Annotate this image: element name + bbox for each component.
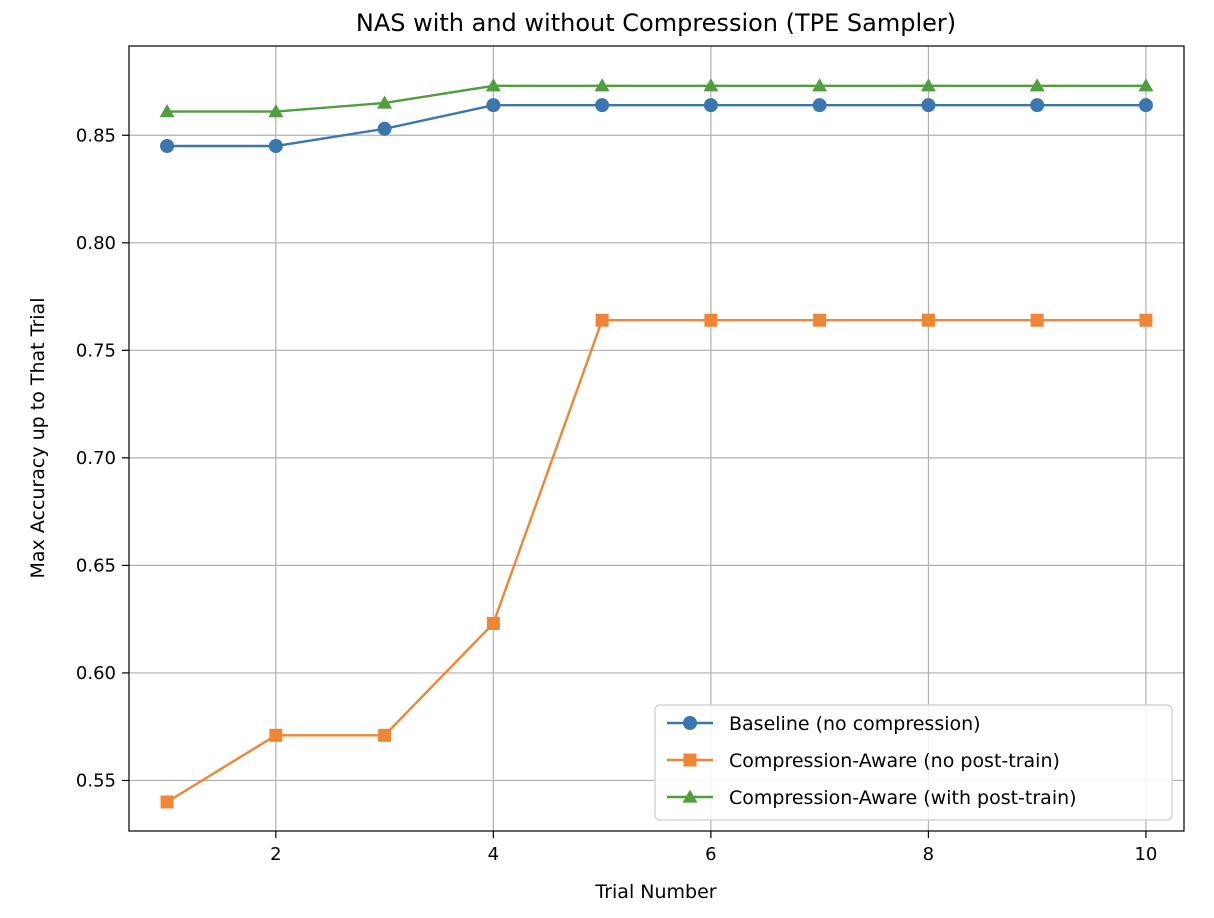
series-3-point [377,95,393,109]
series-3-point [159,104,175,118]
series-2-point [486,616,500,630]
series-2-point [704,313,718,327]
legend-swatch-marker [682,789,698,803]
series-2-point [813,313,827,327]
series-2-point [595,313,609,327]
series-3 [159,78,1154,118]
series-3-point [1029,78,1045,92]
series-1-point [812,98,827,113]
legend-item: Compression-Aware (with post-train) [667,787,1077,809]
x-axis-label: Trial Number [594,881,716,903]
series-1-point [703,98,718,113]
series-1-point [1138,98,1153,113]
series-1-point [377,121,392,136]
series-layer [159,78,1154,809]
series-1-point [921,98,936,113]
axis-ticks: 2 4 6 8 10 0.55 0.60 0.65 0.70 0.75 0.80 0.85 [76,125,1157,865]
series-3-point [703,78,719,92]
series-1-point [595,98,610,113]
chart-title: NAS with and without Compression (TPE Sa… [356,9,956,37]
x-tick-label: 10 [1134,844,1157,865]
y-tick-label: 0.85 [76,125,116,146]
series-3-point [1138,78,1154,92]
x-tick-label: 2 [270,844,281,865]
series-3-point [594,78,610,92]
x-tick-label: 4 [488,844,499,865]
plot-frame [128,45,1185,832]
y-tick-label: 0.60 [76,663,116,684]
series-3-point [268,104,284,118]
series-1-point [1030,98,1045,113]
series-2-point [921,313,935,327]
series-1-line [167,103,1146,148]
legend-label: Compression-Aware (no post-train) [729,750,1060,772]
series-3-point [920,78,936,92]
legend-item: Baseline (no compression) [667,713,981,735]
series-1-point [486,98,501,113]
series-2-point [269,728,283,742]
y-tick-label: 0.65 [76,555,116,576]
legend: Baseline (no compression) Compression-Awa… [654,704,1173,821]
x-tick-label: 8 [923,844,934,865]
series-1-point [268,139,283,154]
legend-label: Compression-Aware (with post-train) [729,787,1077,809]
series-3-line [167,84,1146,113]
y-tick-label: 0.75 [76,340,116,361]
series-1-point [160,139,175,154]
y-axis-label: Max Accuracy up to That Trial [27,298,49,579]
series-3-point [812,78,828,92]
y-tick-label: 0.55 [76,770,116,791]
x-tick-label: 6 [705,844,716,865]
series-2-point [378,728,392,742]
series-2-line [166,319,1146,803]
legend-label: Baseline (no compression) [729,713,981,735]
series-2-point [1139,313,1153,327]
series-2-point [1030,313,1044,327]
series-1 [160,98,1153,154]
y-tick-label: 0.70 [76,448,116,469]
series-3-point [485,78,501,92]
legend-swatch-marker [683,716,697,730]
legend-box [654,704,1173,821]
y-tick-label: 0.80 [76,233,116,254]
legend-item: Compression-Aware (no post-train) [667,750,1060,772]
legend-swatch-marker [683,753,697,767]
series-2-point [160,795,174,809]
series-2 [160,313,1153,809]
